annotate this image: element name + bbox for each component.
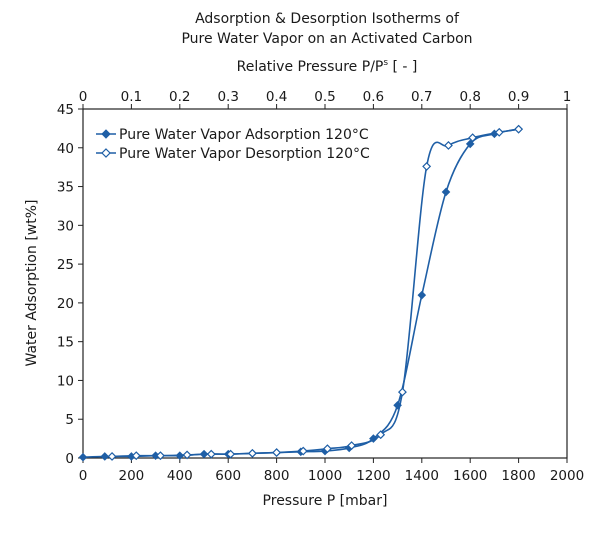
chart-title-line-2: Pure Water Vapor on an Activated Carbon [181,31,472,47]
data-point-desorption [182,450,192,460]
data-point-desorption [131,451,141,461]
legend: Pure Water Vapor Adsorption 120°C Pure W… [96,127,370,162]
legend-label-desorption: Pure Water Vapor Desorption 120°C [119,146,370,162]
data-point-adsorption [78,452,88,462]
ticks: 0 200 400 600 800 1000 1200 1400 1600 1800 2000051… [57,89,584,484]
data-point-desorption [376,430,386,440]
data-point-adsorption [465,139,475,149]
top-tick-label: 0.7 [411,89,432,105]
y-tick-label: 5 [65,412,74,428]
data-point-adsorption [441,187,451,197]
data-point-adsorption [417,290,427,300]
top-tick-label: 0.9 [508,89,529,105]
top-tick-label: 0.1 [121,89,142,105]
data-point-desorption [247,448,257,458]
x-tick-label: 1600 [453,468,487,484]
x-tick-label: 0 [79,468,88,484]
y-tick-label: 45 [57,102,74,118]
data-point-desorption [347,441,357,451]
x-tick-label: 1800 [501,468,535,484]
data-point-desorption [514,124,524,134]
chart-title-line-1: Adsorption & Desorption Isotherms of [195,11,460,27]
y-tick-label: 15 [57,335,74,351]
data-point-desorption [422,161,432,171]
y-tick-label: 30 [57,218,74,234]
x-tick-label: 800 [264,468,290,484]
x-tick-label: 600 [215,468,241,484]
data-point-desorption [397,387,407,397]
data-point-desorption [494,127,504,137]
y-tick-label: 20 [57,296,74,312]
y-tick-label: 0 [65,451,74,467]
y-axis-label: Water Adsorption [wt%] [24,200,40,367]
data-point-desorption [468,133,478,143]
top-tick-label: 0 [79,89,88,105]
series-line-adsorption [82,128,519,459]
top-tick-label: 1 [563,89,572,105]
x-axis-label: Pressure P [mbar] [263,493,388,509]
y-tick-label: 35 [57,180,74,196]
top-tick-label: 0.8 [459,89,480,105]
data-point-desorption [298,446,308,456]
data-point-desorption [272,448,282,458]
data-point-desorption [443,141,453,150]
series-line-desorption [112,128,519,458]
top-tick-label: 0.6 [363,89,384,105]
top-tick-label: 0.2 [169,89,190,105]
legend-marker-desorption [101,148,111,158]
top-tick-label: 0.5 [314,89,335,105]
legend-label-adsorption: Pure Water Vapor Adsorption 120°C [119,127,369,143]
data-point-desorption [206,449,216,459]
x-tick-label: 2000 [550,468,584,484]
x-tick-label: 1200 [356,468,390,484]
data-point-desorption [322,444,332,454]
data-point-desorption [107,452,117,461]
y-tick-label: 10 [57,373,74,389]
x-tick-label: 1000 [308,468,342,484]
x-tick-label: 200 [119,468,145,484]
x-tick-label: 400 [167,468,193,484]
series-layer [78,124,524,462]
top-tick-label: 0.4 [266,89,287,105]
data-point-adsorption [100,452,110,461]
top-tick-label: 0.3 [217,89,238,105]
x-tick-label: 1400 [405,468,439,484]
data-point-desorption [155,451,165,461]
legend-marker-adsorption [101,129,111,139]
y-tick-label: 40 [57,141,74,157]
y-tick-label: 25 [57,257,74,273]
top-axis-label: Relative Pressure P/Ps [ - ] [237,58,418,75]
data-point-desorption [226,449,236,459]
